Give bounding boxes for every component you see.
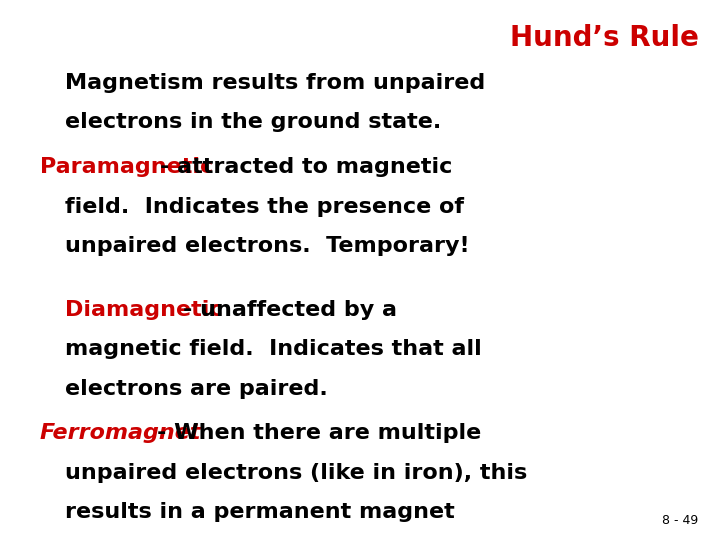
Text: Magnetism results from unpaired: Magnetism results from unpaired — [65, 73, 485, 93]
Text: - unaffected by a: - unaffected by a — [183, 300, 397, 320]
Text: 8 - 49: 8 - 49 — [662, 514, 698, 526]
Text: Hund’s Rule: Hund’s Rule — [510, 24, 698, 52]
Text: results in a permanent magnet: results in a permanent magnet — [65, 502, 454, 522]
Text: Diamagnetic: Diamagnetic — [65, 300, 222, 320]
Text: unpaired electrons.  Temporary!: unpaired electrons. Temporary! — [65, 236, 469, 256]
Text: electrons are paired.: electrons are paired. — [65, 379, 328, 399]
Text: electrons in the ground state.: electrons in the ground state. — [65, 112, 441, 132]
Text: unpaired electrons (like in iron), this: unpaired electrons (like in iron), this — [65, 463, 527, 483]
Text: field.  Indicates the presence of: field. Indicates the presence of — [65, 197, 464, 217]
Text: Ferromagnet: Ferromagnet — [40, 423, 201, 443]
Text: magnetic field.  Indicates that all: magnetic field. Indicates that all — [65, 339, 482, 359]
Text: - When there are multiple: - When there are multiple — [157, 423, 481, 443]
Text: - attracted to magnetic: - attracted to magnetic — [160, 157, 452, 177]
Text: Paramagnetic: Paramagnetic — [40, 157, 213, 177]
